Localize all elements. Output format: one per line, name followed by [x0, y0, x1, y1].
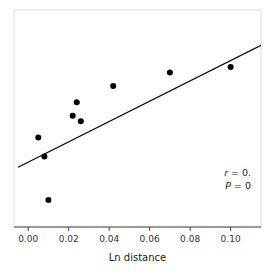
scatter-point — [167, 69, 173, 75]
x-tick-label: 0.00 — [18, 234, 38, 244]
x-tick — [149, 227, 150, 231]
scatter-point — [228, 64, 234, 70]
x-tick-label: 0.02 — [59, 234, 79, 244]
x-axis-label: Ln distance — [109, 252, 166, 263]
scatter-point — [45, 197, 51, 203]
scatter-point — [110, 83, 116, 89]
chart: 0.00 0.02 0.04 0.06 0.08 0.10 Ln distance r = 0… — [0, 0, 273, 273]
annotation: r = 0. — [224, 167, 251, 178]
x-tick — [68, 227, 69, 231]
scatter-point — [41, 153, 47, 159]
annotation: P = 0 — [225, 180, 251, 191]
regression-line — [18, 45, 261, 167]
x-tick — [230, 227, 231, 231]
plot-frame — [14, 10, 261, 227]
x-tick — [109, 227, 110, 231]
x-tick-label: 0.08 — [180, 234, 200, 244]
plot-area — [18, 45, 261, 203]
x-axis-line — [14, 227, 261, 228]
x-tick — [190, 227, 191, 231]
scatter-point — [74, 99, 80, 105]
scatter-point — [35, 134, 41, 140]
scatter-point — [70, 113, 76, 119]
x-tick — [28, 227, 29, 231]
x-tick-label: 0.10 — [221, 234, 241, 244]
x-tick-label: 0.06 — [140, 234, 160, 244]
scatter-point — [78, 118, 84, 124]
chart-container: 0.00 0.02 0.04 0.06 0.08 0.10 Ln distance r = 0… — [0, 0, 273, 273]
x-tick-label: 0.04 — [99, 234, 119, 244]
